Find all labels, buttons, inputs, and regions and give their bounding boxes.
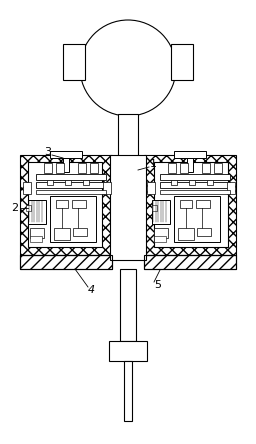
Text: 1: 1 (150, 159, 157, 169)
Bar (227, 182, 235, 194)
Bar (28, 162, 102, 247)
Bar (160, 190, 230, 194)
Bar (20, 255, 112, 269)
Bar (50, 196, 96, 242)
Bar (50, 151, 82, 158)
Bar (103, 182, 111, 194)
Bar (202, 163, 210, 173)
Bar (152, 200, 170, 224)
Bar (174, 196, 220, 242)
Text: 2: 2 (11, 203, 18, 213)
Bar (23, 182, 31, 194)
Text: 5: 5 (154, 280, 161, 290)
Bar (120, 269, 136, 341)
Bar (124, 361, 132, 421)
Bar (44, 163, 52, 173)
Bar (56, 163, 64, 173)
Bar (187, 158, 193, 172)
Bar (174, 151, 206, 158)
Bar (154, 236, 166, 242)
Bar (26, 205, 31, 211)
Bar (36, 174, 106, 180)
Bar (160, 182, 230, 188)
Bar (63, 158, 69, 172)
Bar (54, 228, 70, 240)
Bar (110, 155, 146, 260)
Bar (109, 341, 147, 361)
Bar (63, 44, 85, 80)
Bar (207, 180, 213, 185)
Bar (171, 44, 193, 80)
Bar (20, 255, 112, 269)
Bar (118, 114, 138, 164)
Bar (196, 200, 210, 208)
Bar (178, 228, 194, 240)
Bar (160, 174, 230, 180)
Bar (47, 180, 53, 185)
Bar (83, 180, 89, 185)
Bar (180, 163, 188, 173)
Bar (180, 200, 192, 208)
Bar (78, 163, 86, 173)
Text: 3: 3 (44, 147, 51, 157)
Bar (144, 255, 236, 269)
Bar (56, 200, 68, 208)
Bar (30, 228, 44, 238)
Bar (30, 236, 42, 242)
Bar (65, 180, 71, 185)
Bar (171, 180, 177, 185)
Bar (197, 228, 211, 236)
Bar (147, 182, 155, 194)
Bar (20, 155, 112, 255)
Text: 4: 4 (88, 285, 95, 295)
Bar (154, 228, 168, 238)
Bar (189, 180, 195, 185)
Bar (72, 200, 86, 208)
Bar (73, 228, 87, 236)
Bar (168, 163, 176, 173)
Bar (36, 182, 106, 188)
Circle shape (80, 20, 176, 116)
Bar (214, 163, 222, 173)
Bar (152, 205, 157, 211)
Bar (36, 190, 106, 194)
Bar (144, 155, 236, 255)
Bar (144, 255, 236, 269)
Bar (154, 162, 228, 247)
Bar (90, 163, 98, 173)
Bar (28, 200, 46, 224)
